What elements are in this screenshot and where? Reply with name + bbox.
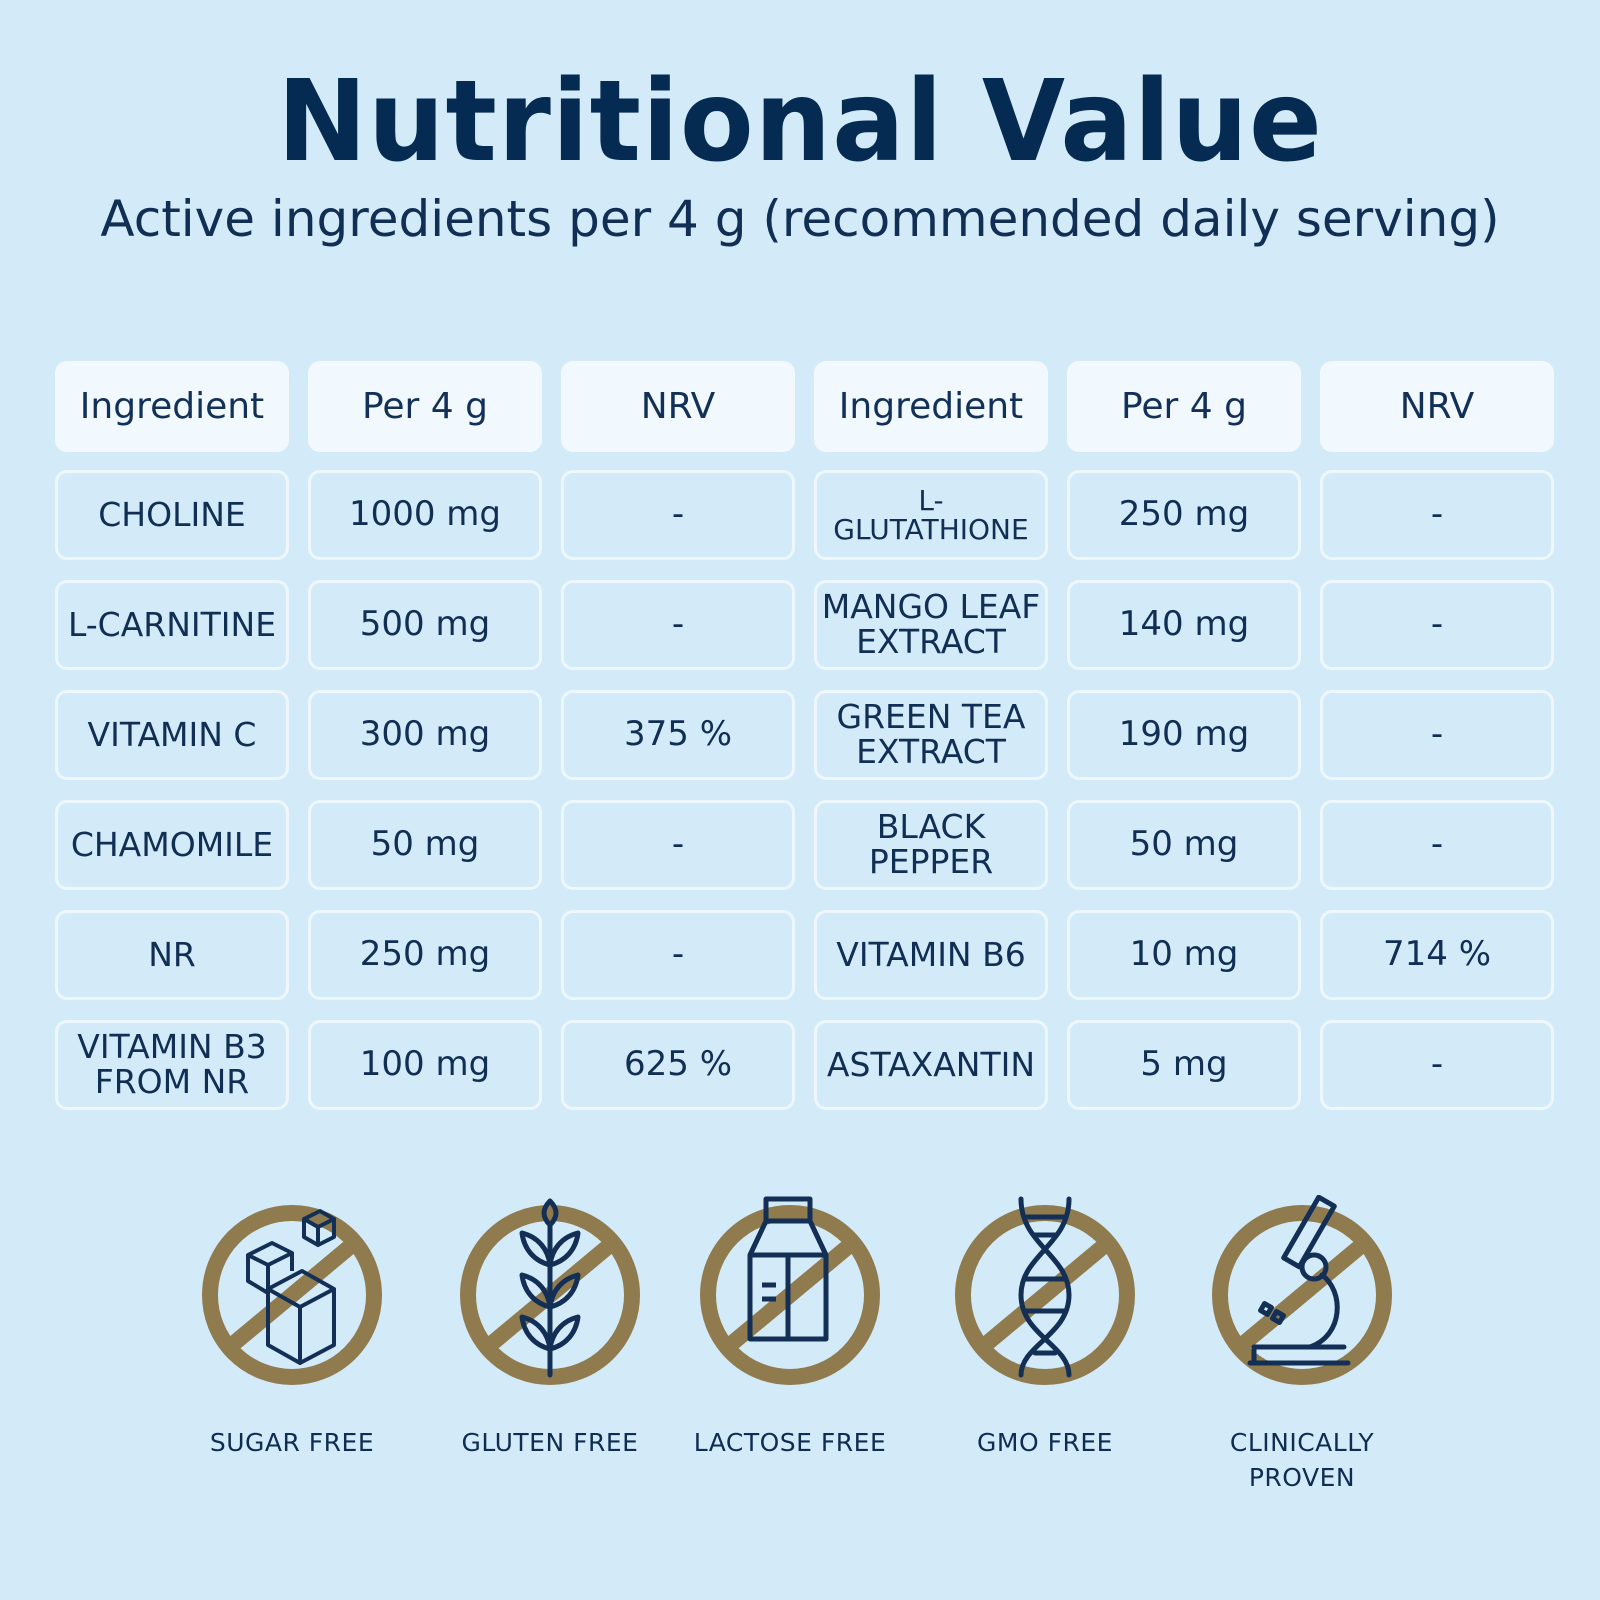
nrv-cell: - [561,580,795,670]
ingredient-cell: CHOLINE [55,470,289,560]
nrv-cell: - [561,800,795,890]
header-nrv: NRV [1320,361,1554,452]
amount-cell: 500 mg [308,580,542,670]
amount-cell: 50 mg [1067,800,1301,890]
badge-label: GMO FREE [977,1428,1113,1457]
ingredient-cell: NR [55,910,289,1000]
nrv-cell: - [561,910,795,1000]
milk-carton-icon [700,1196,880,1385]
amount-cell: 50 mg [308,800,542,890]
amount-cell: 300 mg [308,690,542,780]
nrv-cell: 375 % [561,690,795,780]
amount-cell: 5 mg [1067,1020,1301,1110]
ingredient-cell: ASTAXANTIN [814,1020,1048,1110]
badge-gmo-free: GMO FREE [925,1195,1165,1460]
header-per-4g: Per 4 g [1067,361,1301,452]
nrv-cell: - [1320,690,1554,780]
ingredient-cell: CHAMOMILE [55,800,289,890]
badge-clinically-proven: CLINICALLY PROVEN [1182,1195,1422,1495]
badge-row: SUGAR FREE GLUTEN FREE [0,1195,1600,1525]
amount-cell: 100 mg [308,1020,542,1110]
amount-cell: 140 mg [1067,580,1301,670]
badge-label: LACTOSE FREE [693,1428,887,1457]
amount-cell: 250 mg [1067,470,1301,560]
header-ingredient: Ingredient [814,361,1048,452]
dna-icon [955,1196,1135,1385]
ingredient-cell: GREEN TEA EXTRACT [814,690,1048,780]
wheat-icon [460,1198,640,1385]
nutrition-table: Ingredient Per 4 g NRV Ingredient Per 4 … [55,361,1555,1130]
ingredient-cell: MANGO LEAF EXTRACT [814,580,1048,670]
header-per-4g: Per 4 g [308,361,542,452]
header-nrv: NRV [561,361,795,452]
nrv-cell: 714 % [1320,910,1554,1000]
badge-label: SUGAR FREE [209,1428,375,1457]
nrv-cell: - [1320,1020,1554,1110]
badge-label: GLUTEN FREE [461,1428,639,1457]
badge-sugar-free: SUGAR FREE [172,1195,412,1460]
nrv-cell: - [1320,470,1554,560]
amount-cell: 250 mg [308,910,542,1000]
nrv-cell: - [1320,800,1554,890]
ingredient-cell: VITAMIN B3 FROM NR [55,1020,289,1110]
ingredient-cell: VITAMIN C [55,690,289,780]
amount-cell: 1000 mg [308,470,542,560]
badge-lactose-free: LACTOSE FREE [670,1195,910,1460]
sugar-cubes-icon [202,1205,382,1385]
badge-gluten-free: GLUTEN FREE [430,1195,670,1460]
nrv-cell: - [1320,580,1554,670]
badge-label: CLINICALLY PROVEN [1229,1428,1375,1492]
ingredient-cell: BLACK PEPPER [814,800,1048,890]
nrv-cell: - [561,470,795,560]
amount-cell: 10 mg [1067,910,1301,1000]
ingredient-cell: VITAMIN B6 [814,910,1048,1000]
header-ingredient: Ingredient [55,361,289,452]
amount-cell: 190 mg [1067,690,1301,780]
ingredient-cell: L-GLUTATHIONE [814,470,1048,560]
ingredient-cell: L-CARNITINE [55,580,289,670]
page-subtitle: Active ingredients per 4 g (recommended … [100,190,1500,248]
page-title: Nutritional Value [277,57,1323,187]
microscope-icon [1212,1195,1392,1385]
nrv-cell: 625 % [561,1020,795,1110]
